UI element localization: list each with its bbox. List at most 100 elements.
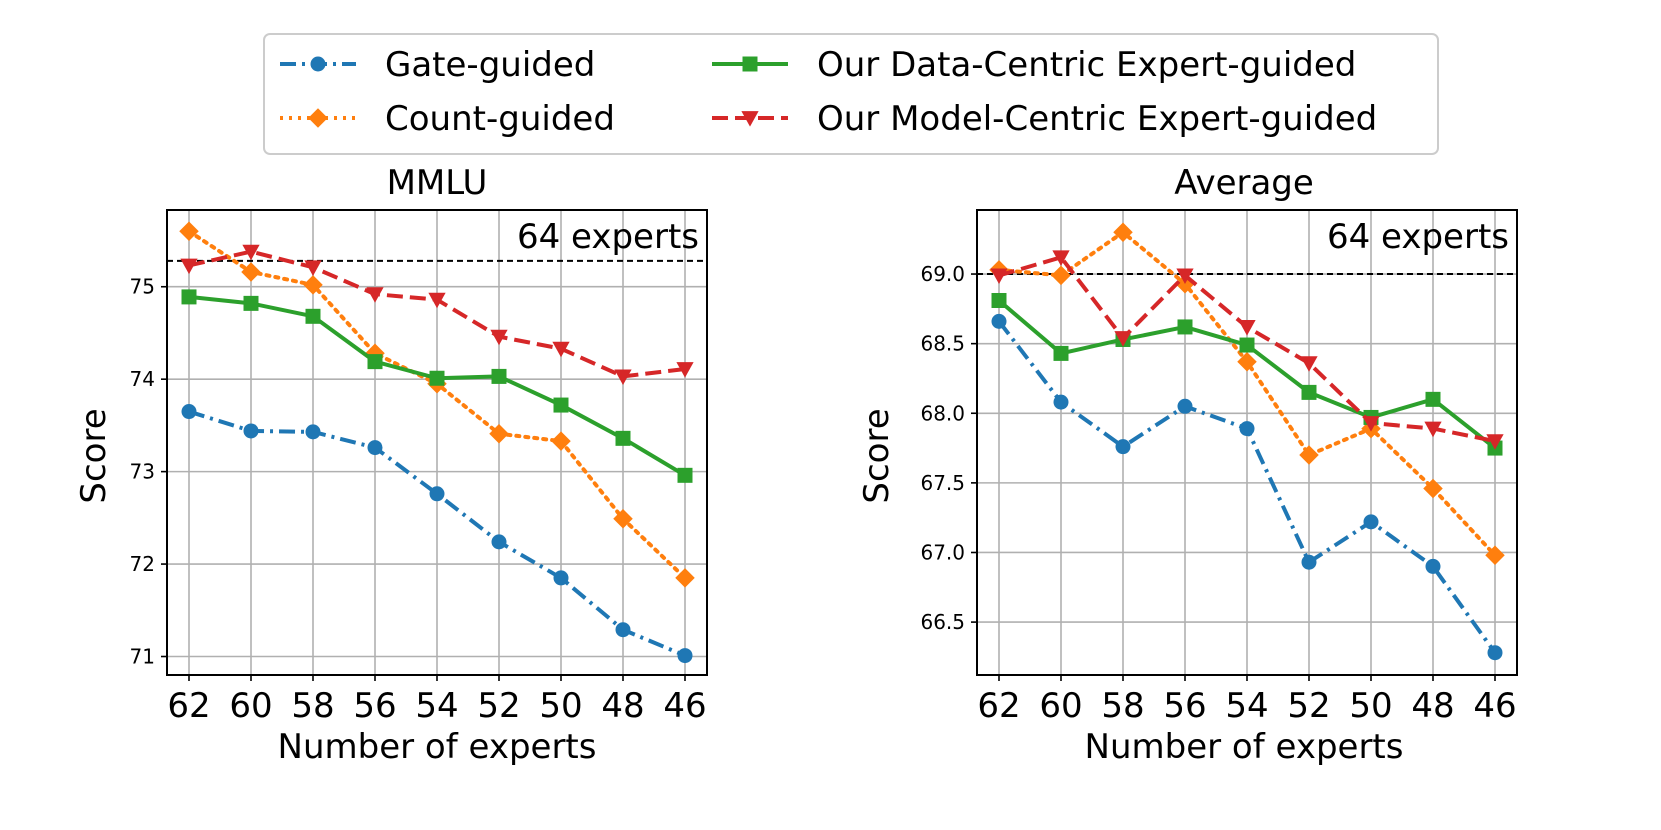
y-tick-label: 69.0 <box>920 262 965 286</box>
data-point <box>553 570 569 586</box>
x-tick-label: 48 <box>1411 686 1454 726</box>
data-point <box>1176 268 1194 285</box>
data-point <box>677 467 693 483</box>
y-tick-label: 67.0 <box>920 540 965 564</box>
x-tick-label: 56 <box>353 686 396 726</box>
data-point <box>1425 391 1441 407</box>
data-point <box>1423 478 1443 499</box>
data-point <box>1114 331 1132 347</box>
y-tick-label: 73 <box>130 460 155 484</box>
chart-title: Average <box>1174 163 1314 203</box>
data-point <box>1239 337 1255 353</box>
legend-label: Gate-guided <box>385 45 595 85</box>
x-tick-label: 58 <box>1101 686 1144 726</box>
x-tick-label: 54 <box>415 686 458 726</box>
data-point <box>615 622 631 638</box>
series-line <box>188 409 686 658</box>
series-4 <box>180 244 694 386</box>
x-tick-label: 62 <box>167 686 210 726</box>
data-point <box>1053 345 1069 361</box>
x-tick-label: 58 <box>291 686 334 726</box>
legend: Gate-guided Count-guided Our Data-Centric … <box>263 33 1439 155</box>
y-axis-label: Score <box>74 408 114 503</box>
y-tick-label: 74 <box>130 367 155 391</box>
reference-label: 64 experts <box>1327 217 1509 257</box>
x-tick-label: 46 <box>1473 686 1516 726</box>
y-tick-label: 66.5 <box>920 610 965 634</box>
x-tick-label: 46 <box>663 686 706 726</box>
series-1 <box>181 404 693 664</box>
y-tick-label: 75 <box>130 275 155 299</box>
x-tick-label: 48 <box>601 686 644 726</box>
data-point <box>551 431 571 451</box>
data-point <box>677 648 693 664</box>
y-tick-label: 68.5 <box>920 332 965 356</box>
series-1 <box>991 313 1503 661</box>
y-tick-label: 72 <box>130 552 155 576</box>
plot-frame <box>166 209 708 676</box>
data-point <box>1177 319 1193 335</box>
data-point <box>243 423 259 439</box>
x-tick-label: 62 <box>977 686 1020 726</box>
x-tick-label: 56 <box>1163 686 1206 726</box>
data-point <box>1299 445 1319 465</box>
data-point <box>1238 320 1256 336</box>
x-axis-label: Number of experts <box>278 727 597 767</box>
legend-marker <box>742 56 758 72</box>
data-point <box>491 368 507 384</box>
data-point <box>990 268 1008 285</box>
data-point <box>429 370 445 386</box>
data-point <box>489 423 509 444</box>
data-point <box>1362 416 1380 432</box>
data-point <box>1053 394 1069 410</box>
data-point <box>304 260 322 276</box>
legend-entry: Gate-guided <box>280 45 595 85</box>
legend-label: Count-guided <box>385 99 615 139</box>
data-point <box>1363 514 1379 530</box>
data-point <box>241 262 261 282</box>
data-point <box>613 509 633 529</box>
data-point <box>1237 352 1257 372</box>
average-panel: Average Score Number of experts 62 60 58 56… <box>857 163 1518 767</box>
legend-marker <box>741 111 759 127</box>
grid <box>167 210 707 675</box>
x-axis-label: Number of experts <box>1085 727 1404 767</box>
legend-label: Our Model-Centric Expert-guided <box>817 99 1377 139</box>
y-axis-label: Score <box>857 408 897 503</box>
legend-entry: Count-guided <box>280 99 615 139</box>
x-tick-label: 60 <box>229 686 272 726</box>
data-point <box>429 486 445 502</box>
data-point <box>553 397 569 413</box>
reference-label: 64 experts <box>517 217 699 257</box>
legend-entry: Our Model-Centric Expert-guided <box>712 99 1377 139</box>
y-tick-label: 67.5 <box>920 471 965 495</box>
data-point <box>181 404 197 420</box>
data-point <box>305 424 321 440</box>
data-point <box>991 313 1007 329</box>
x-tick-label: 54 <box>1225 686 1268 726</box>
data-point <box>491 534 507 550</box>
data-point <box>1301 554 1317 570</box>
series-4 <box>990 250 1504 450</box>
y-tick-label: 68.0 <box>920 401 965 425</box>
data-point <box>367 440 383 456</box>
x-tick-label: 60 <box>1039 686 1082 726</box>
data-point <box>1052 250 1070 266</box>
data-point <box>991 292 1007 308</box>
data-point <box>428 292 446 309</box>
data-point <box>181 289 197 305</box>
x-tick-label: 52 <box>1287 686 1330 726</box>
data-point <box>490 329 508 346</box>
x-tick-label: 50 <box>1349 686 1392 726</box>
data-point <box>1425 558 1441 574</box>
data-point <box>1486 434 1504 450</box>
data-point <box>303 275 323 295</box>
x-tick-label: 52 <box>477 686 520 726</box>
data-point <box>243 295 259 311</box>
data-point <box>1177 398 1193 414</box>
data-point <box>367 354 383 370</box>
data-point <box>552 341 570 358</box>
x-tick-label: 50 <box>539 686 582 726</box>
chart-title: MMLU <box>387 163 488 203</box>
data-point <box>1424 421 1442 438</box>
